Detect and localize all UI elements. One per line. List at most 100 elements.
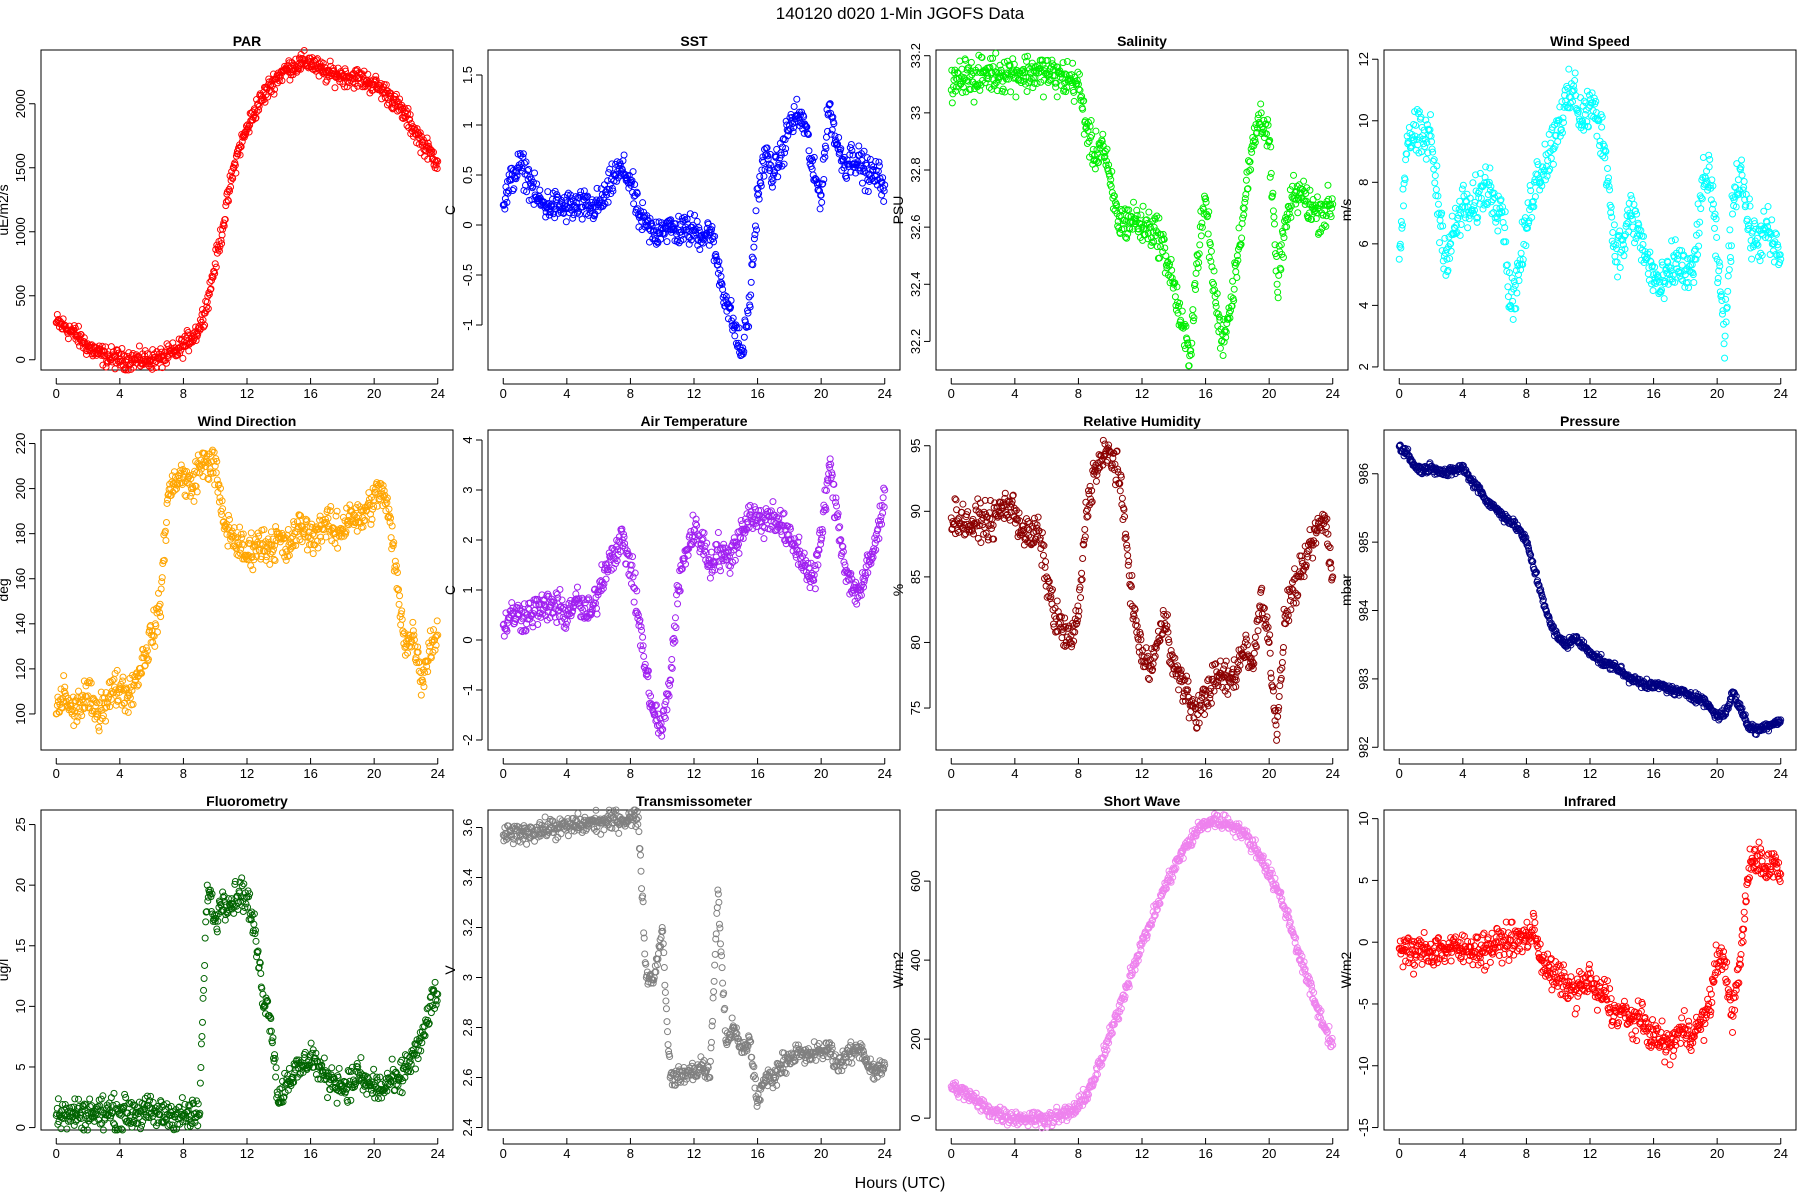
data-point: [184, 329, 192, 337]
data-point: [1718, 297, 1726, 305]
data-point: [1273, 730, 1281, 738]
data-point: [1324, 181, 1332, 189]
data-point: [689, 511, 697, 519]
data-point: [1549, 160, 1557, 168]
data-point: [1614, 273, 1622, 281]
data-point: [323, 76, 331, 84]
data-point: [631, 180, 639, 188]
data-point: [1207, 257, 1215, 265]
x-tick-label: 0: [53, 386, 60, 401]
data-point: [1434, 200, 1442, 208]
data-point: [118, 345, 126, 353]
data-point: [672, 624, 680, 632]
x-tick-label: 8: [180, 386, 187, 401]
data-point: [395, 600, 403, 608]
data-point: [753, 226, 761, 234]
x-tick-label: 20: [367, 766, 381, 781]
data-point: [740, 348, 748, 356]
data-point: [1605, 174, 1613, 182]
data-point: [529, 178, 537, 186]
data-point: [767, 179, 775, 187]
x-tick-label: 4: [1011, 766, 1018, 781]
data-point: [122, 366, 130, 374]
data-point: [767, 161, 775, 169]
data-point: [236, 151, 244, 159]
data-point: [1280, 234, 1288, 242]
data-point: [632, 206, 640, 214]
data-point: [666, 217, 674, 225]
data-point: [1059, 59, 1067, 67]
data-point: [715, 563, 723, 571]
data-point: [1458, 185, 1466, 193]
data-point: [1270, 220, 1278, 228]
y-tick-label: 32.6: [908, 214, 923, 239]
data-point: [275, 77, 283, 85]
data-point: [793, 95, 801, 103]
data-point: [648, 219, 656, 227]
data-point: [300, 46, 308, 54]
data-point: [1504, 283, 1512, 291]
data-point: [432, 161, 440, 169]
data-points: [499, 95, 889, 360]
data-point: [226, 515, 234, 523]
data-point: [584, 192, 592, 200]
y-tick-label: 32.4: [908, 272, 923, 297]
data-point: [627, 181, 635, 189]
data-point: [1270, 213, 1278, 221]
data-point: [1039, 93, 1047, 101]
data-point: [542, 213, 550, 221]
data-point: [1130, 198, 1138, 206]
x-tick-label: 20: [814, 386, 828, 401]
data-point: [578, 215, 586, 223]
x-tick-label: 4: [1459, 386, 1466, 401]
data-point: [1690, 279, 1698, 287]
data-point: [743, 322, 751, 330]
data-point: [523, 188, 531, 196]
data-point: [1230, 285, 1238, 293]
y-tick-label: 12: [1356, 52, 1371, 66]
data-point: [1431, 172, 1439, 180]
data-point: [696, 245, 704, 253]
data-point: [629, 168, 637, 176]
data-point: [111, 365, 119, 373]
data-point: [630, 598, 638, 606]
data-point: [404, 105, 412, 113]
data-point: [1300, 177, 1308, 185]
data-point: [766, 150, 774, 158]
data-point: [1274, 294, 1282, 302]
data-point: [818, 198, 826, 206]
x-tick-label: 4: [116, 386, 123, 401]
panel-title: PAR: [233, 33, 262, 49]
x-tick-label: 8: [180, 766, 187, 781]
data-point: [242, 128, 250, 136]
y-axis-label: %: [890, 584, 906, 596]
data-point: [880, 484, 888, 492]
data-point: [1738, 156, 1746, 164]
data-point: [757, 182, 765, 190]
data-point: [215, 247, 223, 255]
data-point: [1616, 263, 1624, 271]
x-tick-label: 20: [814, 766, 828, 781]
x-tick-label: 24: [431, 766, 445, 781]
data-point: [1053, 93, 1061, 101]
y-tick-label: -1: [460, 319, 475, 331]
data-point: [1441, 234, 1449, 242]
data-point: [221, 215, 229, 223]
data-point: [1099, 436, 1107, 444]
data-point: [1430, 156, 1438, 164]
data-point: [639, 633, 647, 641]
data-point: [735, 324, 743, 332]
data-point: [1706, 156, 1714, 164]
data-point: [744, 309, 752, 317]
data-point: [149, 346, 157, 354]
y-tick-label: 2000: [13, 89, 28, 118]
x-tick-label: 4: [116, 766, 123, 781]
data-point: [1207, 247, 1215, 255]
data-point: [1274, 288, 1282, 296]
data-point: [765, 160, 773, 168]
data-point: [582, 210, 590, 218]
data-point: [416, 129, 424, 137]
data-point: [1729, 210, 1737, 218]
